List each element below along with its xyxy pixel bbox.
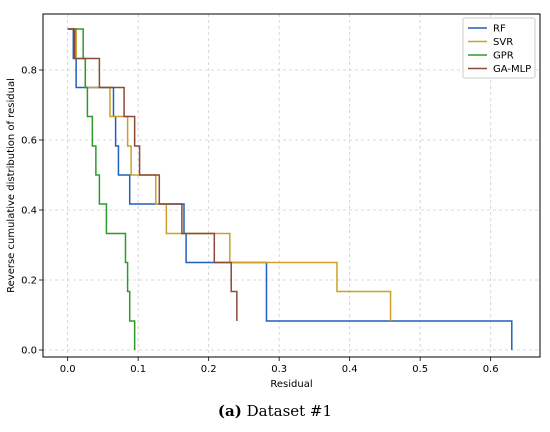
series-layer bbox=[67, 28, 513, 350]
x-tick-label: 0.0 bbox=[60, 364, 76, 375]
caption-label: (a) bbox=[217, 402, 242, 420]
x-tick-label: 0.1 bbox=[130, 364, 146, 375]
x-axis-label: Residual bbox=[270, 379, 312, 390]
legend-box bbox=[462, 17, 536, 79]
series-line-rf bbox=[67, 28, 513, 350]
x-tick-label: 0.6 bbox=[483, 364, 499, 375]
y-tick-label: 0.4 bbox=[21, 206, 37, 217]
legend-label-gpr: GPR bbox=[493, 51, 514, 62]
chart: 0.0 0.1 0.2 0.3 0.4 0.5 0.6 0.0 0.2 0.4 0.6 0.8 Res… bbox=[6, 13, 541, 390]
series-line-gpr bbox=[67, 28, 136, 350]
x-tick-label: 0.4 bbox=[342, 364, 358, 375]
caption-text: Dataset #1 bbox=[246, 402, 333, 420]
y-tick-label: 0.0 bbox=[21, 346, 37, 357]
ticks: 0.0 0.1 0.2 0.3 0.4 0.5 0.6 0.0 0.2 0.4 0.6 0.8 bbox=[21, 66, 499, 376]
series-line-ga-mlp bbox=[67, 28, 238, 321]
x-tick-label: 0.2 bbox=[201, 364, 217, 375]
grid bbox=[43, 14, 540, 357]
y-tick-label: 0.2 bbox=[21, 276, 37, 287]
figure-caption: (a) Dataset #1 bbox=[0, 402, 550, 420]
x-tick-label: 0.3 bbox=[271, 364, 287, 375]
legend-label-svr: SVR bbox=[493, 37, 513, 48]
y-tick-label: 0.8 bbox=[21, 66, 37, 77]
x-tick-label: 0.5 bbox=[412, 364, 428, 375]
y-axis-label: Reverse cumulative distribution of resid… bbox=[6, 78, 17, 293]
legend: RF SVR GPR GA-MLP bbox=[462, 17, 536, 79]
legend-label-rf: RF bbox=[493, 24, 506, 35]
legend-label-ga-mlp: GA-MLP bbox=[493, 64, 531, 75]
y-tick-label: 0.6 bbox=[21, 136, 37, 147]
plot-frame bbox=[42, 13, 541, 358]
